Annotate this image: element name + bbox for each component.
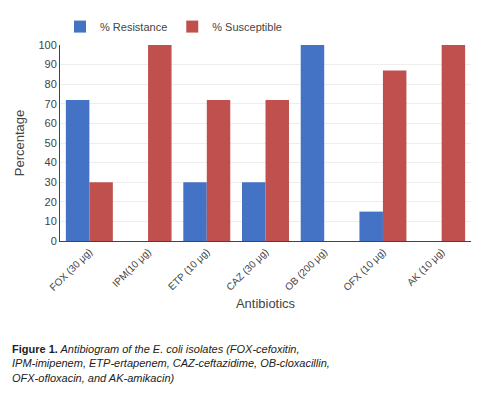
svg-text:50: 50: [45, 137, 57, 149]
svg-text:20: 20: [45, 196, 57, 208]
svg-text:100: 100: [38, 39, 56, 51]
svg-text:Percentage: Percentage: [12, 110, 27, 177]
svg-text:OFX (10 μg): OFX (10 μg): [341, 246, 388, 293]
svg-text:30: 30: [45, 176, 57, 188]
svg-text:90: 90: [45, 58, 57, 70]
svg-text:0: 0: [51, 235, 57, 247]
svg-text:% Susceptible: % Susceptible: [212, 21, 282, 33]
svg-text:Antibiotics: Antibiotics: [236, 296, 296, 311]
svg-text:FOX (30 μg): FOX (30 μg): [47, 246, 94, 293]
svg-text:60: 60: [45, 117, 57, 129]
svg-text:ETP (10 μg): ETP (10 μg): [166, 246, 212, 292]
svg-text:IPM(10 μg): IPM(10 μg): [110, 246, 153, 289]
svg-text:CAZ (30 μg): CAZ (30 μg): [224, 246, 270, 292]
svg-text:% Resistance: % Resistance: [100, 21, 167, 33]
svg-text:70: 70: [45, 98, 57, 110]
svg-text:40: 40: [45, 156, 57, 168]
svg-text:Figure 1. Antibiogram of the E: Figure 1. Antibiogram of the E. coli iso…: [12, 343, 330, 384]
svg-text:OB (200 μg): OB (200 μg): [283, 246, 329, 292]
svg-text:AK (10 μg): AK (10 μg): [405, 246, 447, 288]
svg-text:80: 80: [45, 78, 57, 90]
svg-text:10: 10: [45, 215, 57, 227]
